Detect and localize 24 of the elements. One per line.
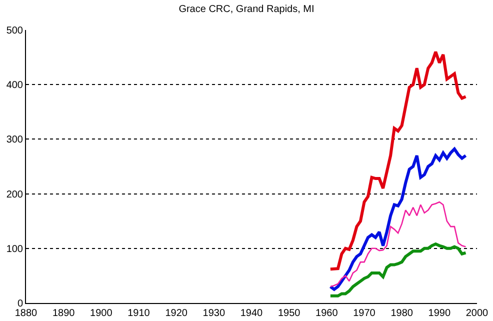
y-tick-label: 400: [6, 80, 24, 92]
line-series: [328, 242, 468, 298]
x-tick-label: 1920: [165, 308, 188, 319]
y-tick-label: 500: [6, 26, 24, 36]
x-tick-label: 1970: [353, 308, 376, 319]
line-series: [328, 148, 468, 291]
x-tick-label: 1980: [390, 308, 414, 319]
y-tick-label: 0: [17, 298, 24, 310]
y-tick-label: 200: [6, 189, 24, 200]
x-tick-label: 1990: [428, 308, 451, 319]
x-tick-label: 1930: [202, 308, 226, 319]
x-tick-label: 1940: [240, 308, 264, 319]
x-tick-label: 1880: [14, 308, 38, 319]
y-tick-label: 300: [6, 134, 24, 146]
x-tick-label: 1910: [128, 308, 150, 319]
x-tick-label: 1890: [52, 308, 76, 319]
chart-title: Grace CRC, Grand Rapids, MI: [178, 4, 314, 15]
x-tick-label: 2000: [466, 308, 489, 319]
line-series: [330, 201, 466, 288]
x-tick-label: 1950: [278, 308, 301, 319]
x-tick-label: 1960: [316, 308, 338, 319]
line-series: [328, 50, 468, 271]
y-tick-label: 100: [6, 244, 24, 255]
x-tick-label: 1900: [90, 308, 113, 319]
